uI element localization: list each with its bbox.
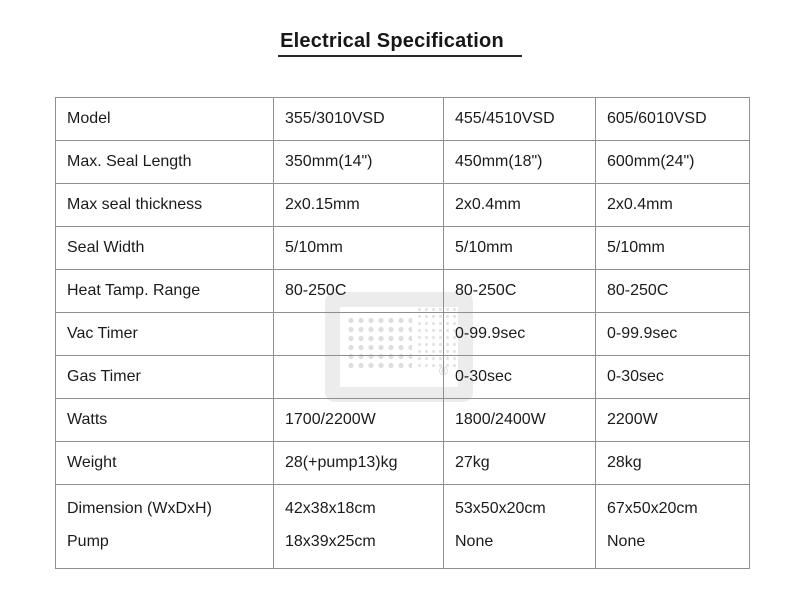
- spec-value: 0-30sec: [595, 355, 750, 399]
- row-label-line: Pump: [67, 533, 109, 550]
- spec-value: 0-99.9sec: [595, 312, 750, 356]
- table-row-watts: Watts 1700/2200W 1800/2400W 2200W: [55, 398, 750, 442]
- spec-table: Model 355/3010VSD 455/4510VSD 605/6010VS…: [55, 97, 750, 569]
- spec-value: 5/10mm: [595, 226, 750, 270]
- row-label: Watts: [55, 398, 274, 442]
- spec-value: 355/3010VSD: [273, 97, 444, 141]
- spec-value: 80-250C: [443, 269, 596, 313]
- table-row-seal-width: Seal Width 5/10mm 5/10mm 5/10mm: [55, 226, 750, 270]
- spec-value: 80-250C: [273, 269, 444, 313]
- spec-value: 2x0.15mm: [273, 183, 444, 227]
- spec-value-line: 18x39x25cm: [285, 533, 376, 550]
- spec-value: 2x0.4mm: [595, 183, 750, 227]
- row-label: Max seal thickness: [55, 183, 274, 227]
- table-row-max-seal-length: Max. Seal Length 350mm(14") 450mm(18") 6…: [55, 140, 750, 184]
- spec-value: 5/10mm: [273, 226, 444, 270]
- spec-value: 450mm(18"): [443, 140, 596, 184]
- table-row-max-seal-thickness: Max seal thickness 2x0.15mm 2x0.4mm 2x0.…: [55, 183, 750, 227]
- crossed-out-cell: [273, 312, 444, 356]
- row-label: Seal Width: [55, 226, 274, 270]
- spec-value: 1800/2400W: [443, 398, 596, 442]
- table-row-gas-timer: Gas Timer 0-30sec 0-30sec: [55, 355, 750, 399]
- table-row-vac-timer: Vac Timer 0-99.9sec 0-99.9sec: [55, 312, 750, 356]
- spec-value: 80-250C: [595, 269, 750, 313]
- row-label-line: Dimension (WxDxH): [67, 500, 212, 517]
- table-row-weight: Weight 28(+pump13)kg 27kg 28kg: [55, 441, 750, 485]
- row-label: Vac Timer: [55, 312, 274, 356]
- spec-value: 1700/2200W: [273, 398, 444, 442]
- spec-value: 0-99.9sec: [443, 312, 596, 356]
- spec-value: 2200W: [595, 398, 750, 442]
- table-row-dimension-pump: Dimension (WxDxH) Pump 42x38x18cm 18x39x…: [55, 484, 750, 569]
- table-row-heat-tamp-range: Heat Tamp. Range 80-250C 80-250C 80-250C: [55, 269, 750, 313]
- row-label: Weight: [55, 441, 274, 485]
- row-label: Heat Tamp. Range: [55, 269, 274, 313]
- row-label: Max. Seal Length: [55, 140, 274, 184]
- spec-value: 42x38x18cm 18x39x25cm: [273, 484, 444, 569]
- spec-value: 455/4510VSD: [443, 97, 596, 141]
- spec-value: 2x0.4mm: [443, 183, 596, 227]
- spec-value: 27kg: [443, 441, 596, 485]
- row-label: Dimension (WxDxH) Pump: [55, 484, 274, 569]
- spec-value-line: None: [455, 533, 494, 550]
- row-label: Model: [55, 97, 274, 141]
- spec-value: 67x50x20cm None: [595, 484, 750, 569]
- spec-value-line: 67x50x20cm: [607, 500, 698, 517]
- title-container: Electrical Specification: [0, 30, 800, 57]
- spec-value-line: 42x38x18cm: [285, 500, 376, 517]
- spec-value: 28kg: [595, 441, 750, 485]
- spec-value-line: 53x50x20cm: [455, 500, 546, 517]
- spec-value-line: None: [607, 533, 646, 550]
- crossed-out-cell: [273, 355, 444, 399]
- spec-value: 5/10mm: [443, 226, 596, 270]
- spec-value: 350mm(14"): [273, 140, 444, 184]
- row-label: Gas Timer: [55, 355, 274, 399]
- spec-value: 0-30sec: [443, 355, 596, 399]
- spec-value: 53x50x20cm None: [443, 484, 596, 569]
- spec-value: 600mm(24"): [595, 140, 750, 184]
- table-row-model: Model 355/3010VSD 455/4510VSD 605/6010VS…: [55, 97, 750, 141]
- spec-value: 28(+pump13)kg: [273, 441, 444, 485]
- page-title: Electrical Specification: [278, 30, 522, 57]
- spec-value: 605/6010VSD: [595, 97, 750, 141]
